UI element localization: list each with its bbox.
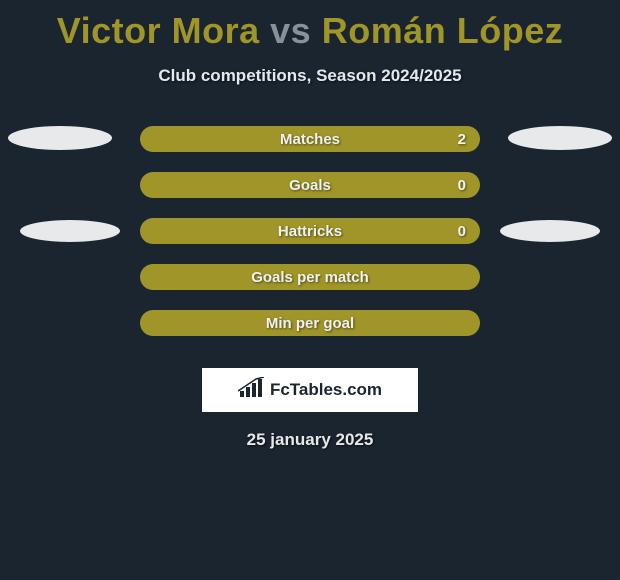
stat-bar: Goals 0 (140, 172, 480, 198)
stat-bar: Matches 2 (140, 126, 480, 152)
stat-row: Goals 0 (0, 172, 620, 218)
stat-row: Min per goal (0, 310, 620, 356)
stat-label: Matches (280, 131, 340, 148)
comparison-title: Victor Mora vs Román López (0, 0, 620, 52)
snapshot-date: 25 january 2025 (0, 430, 620, 450)
brand-text: FcTables.com (270, 380, 382, 400)
stat-label: Goals (289, 177, 331, 194)
stat-row: Goals per match (0, 264, 620, 310)
brand-badge: FcTables.com (202, 368, 418, 412)
stat-label: Min per goal (266, 315, 354, 332)
stat-value-right: 0 (458, 177, 466, 194)
stat-bar: Goals per match (140, 264, 480, 290)
stat-bar: Hattricks 0 (140, 218, 480, 244)
stat-label: Goals per match (251, 269, 369, 286)
subtitle: Club competitions, Season 2024/2025 (0, 66, 620, 86)
ellipse-decor-icon (8, 126, 112, 150)
stat-label: Hattricks (278, 223, 342, 240)
player1-name: Victor Mora (57, 10, 260, 51)
stat-row: Hattricks 0 (0, 218, 620, 264)
vs-separator: vs (270, 10, 311, 51)
ellipse-decor-icon (508, 126, 612, 150)
bar-chart-icon (238, 377, 264, 404)
stat-bar: Min per goal (140, 310, 480, 336)
stat-row: Matches 2 (0, 126, 620, 172)
player2-name: Román López (322, 10, 564, 51)
stat-value-right: 2 (458, 131, 466, 148)
stats-container: Matches 2 Goals 0 Hattricks 0 Goals per … (0, 126, 620, 356)
stat-value-right: 0 (458, 223, 466, 240)
